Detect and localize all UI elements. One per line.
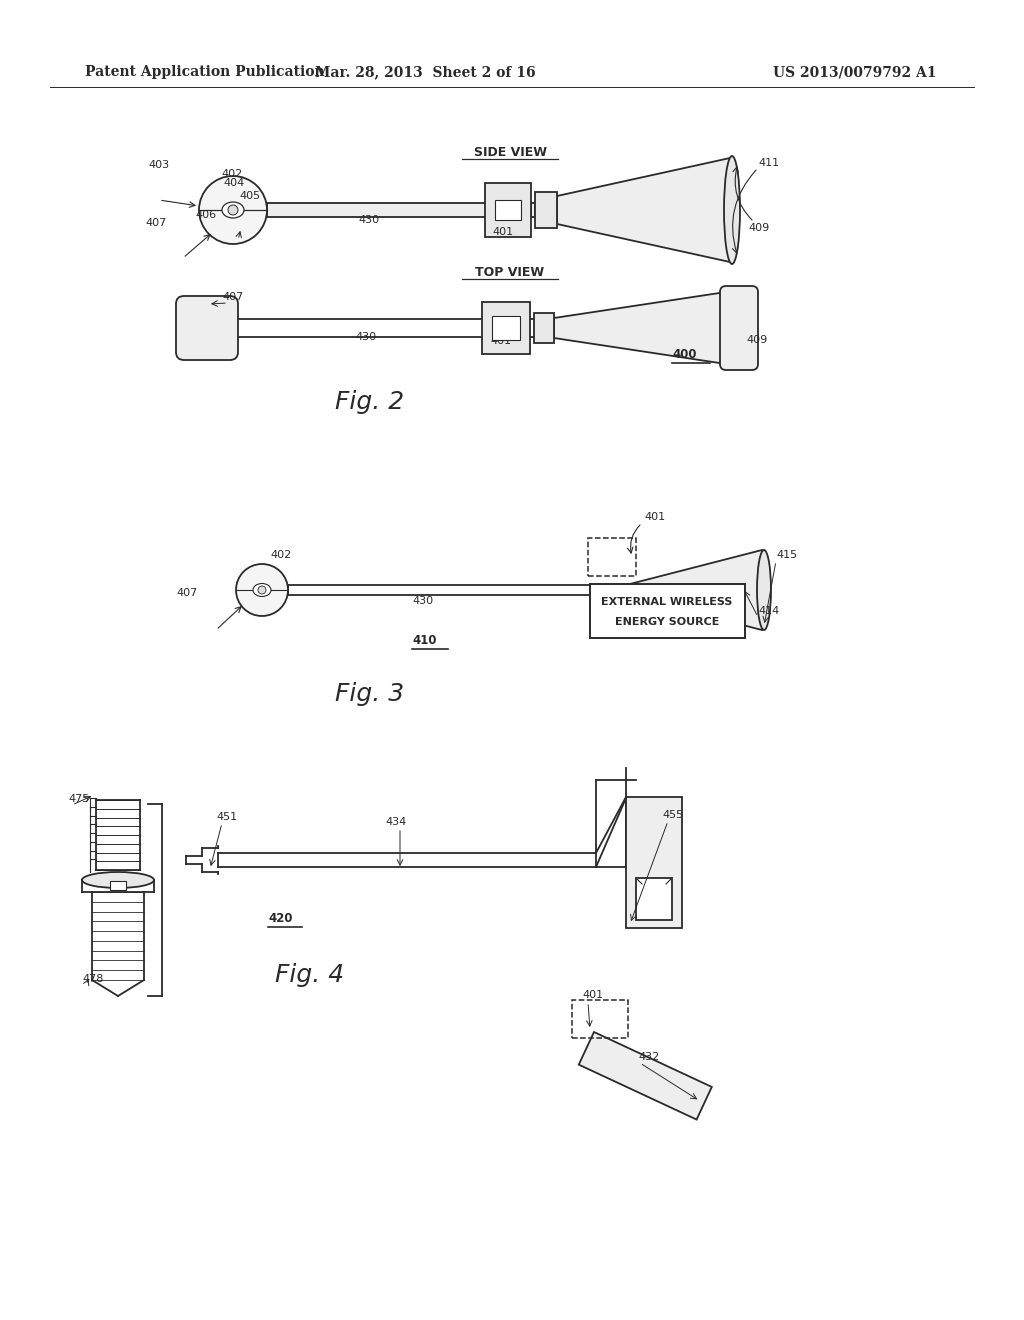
Circle shape: [228, 205, 238, 215]
Text: 404: 404: [223, 178, 245, 187]
Text: 420: 420: [268, 912, 293, 925]
Text: 430: 430: [355, 333, 376, 342]
Text: ENERGY SOURCE: ENERGY SOURCE: [614, 616, 719, 627]
Bar: [267, 203, 490, 216]
Text: Fig. 3: Fig. 3: [336, 682, 404, 706]
Text: 415: 415: [776, 550, 797, 560]
Text: 401: 401: [490, 337, 511, 346]
Bar: [626, 797, 682, 928]
Text: 407: 407: [222, 292, 244, 302]
Text: 478: 478: [82, 974, 103, 983]
Text: 451: 451: [216, 812, 238, 822]
Bar: [588, 539, 636, 576]
Text: US 2013/0079792 A1: US 2013/0079792 A1: [773, 65, 937, 79]
FancyBboxPatch shape: [720, 286, 758, 370]
Polygon shape: [554, 292, 726, 364]
Bar: [534, 313, 554, 343]
Text: 409: 409: [748, 223, 769, 234]
Text: 402: 402: [270, 550, 291, 560]
Text: 403: 403: [148, 160, 170, 170]
Ellipse shape: [222, 202, 244, 218]
Polygon shape: [557, 158, 730, 261]
Text: 475: 475: [68, 795, 89, 804]
Text: Mar. 28, 2013  Sheet 2 of 16: Mar. 28, 2013 Sheet 2 of 16: [314, 65, 536, 79]
Text: 430: 430: [358, 215, 379, 224]
Text: Fig. 2: Fig. 2: [336, 389, 404, 414]
Text: 409: 409: [746, 335, 767, 345]
Bar: [492, 315, 520, 341]
Bar: [579, 1032, 712, 1119]
Text: 401: 401: [582, 990, 603, 1001]
Circle shape: [199, 176, 267, 244]
Text: 414: 414: [758, 606, 779, 616]
Text: 400: 400: [672, 348, 696, 360]
Text: 434: 434: [385, 817, 407, 828]
Text: Fig. 4: Fig. 4: [275, 964, 344, 987]
Text: 432: 432: [638, 1052, 659, 1063]
Bar: [531, 203, 535, 216]
Bar: [572, 1001, 628, 1038]
Text: 410: 410: [412, 634, 436, 647]
Text: 407: 407: [176, 587, 198, 598]
Polygon shape: [626, 550, 762, 630]
Text: 402: 402: [221, 169, 243, 180]
Text: 411: 411: [758, 158, 779, 168]
Text: 405: 405: [239, 191, 260, 201]
Bar: [485, 183, 531, 238]
Circle shape: [236, 564, 288, 616]
Circle shape: [258, 586, 266, 594]
Text: 455: 455: [662, 810, 683, 820]
Bar: [110, 880, 126, 890]
Bar: [495, 201, 521, 220]
Text: 407: 407: [145, 218, 166, 228]
Bar: [482, 302, 530, 354]
Text: 401: 401: [644, 512, 666, 521]
Text: TOP VIEW: TOP VIEW: [475, 265, 545, 279]
Bar: [590, 583, 745, 638]
FancyBboxPatch shape: [176, 296, 238, 360]
Bar: [636, 878, 672, 920]
Text: 406: 406: [195, 210, 216, 220]
Text: SIDE VIEW: SIDE VIEW: [473, 145, 547, 158]
Bar: [535, 191, 557, 228]
Ellipse shape: [724, 156, 740, 264]
Ellipse shape: [757, 550, 771, 630]
Ellipse shape: [82, 873, 154, 888]
Text: 430: 430: [412, 597, 433, 606]
Text: Patent Application Publication: Patent Application Publication: [85, 65, 325, 79]
Text: EXTERNAL WIRELESS: EXTERNAL WIRELESS: [601, 597, 733, 607]
Text: 401: 401: [492, 227, 513, 238]
Ellipse shape: [253, 583, 271, 597]
